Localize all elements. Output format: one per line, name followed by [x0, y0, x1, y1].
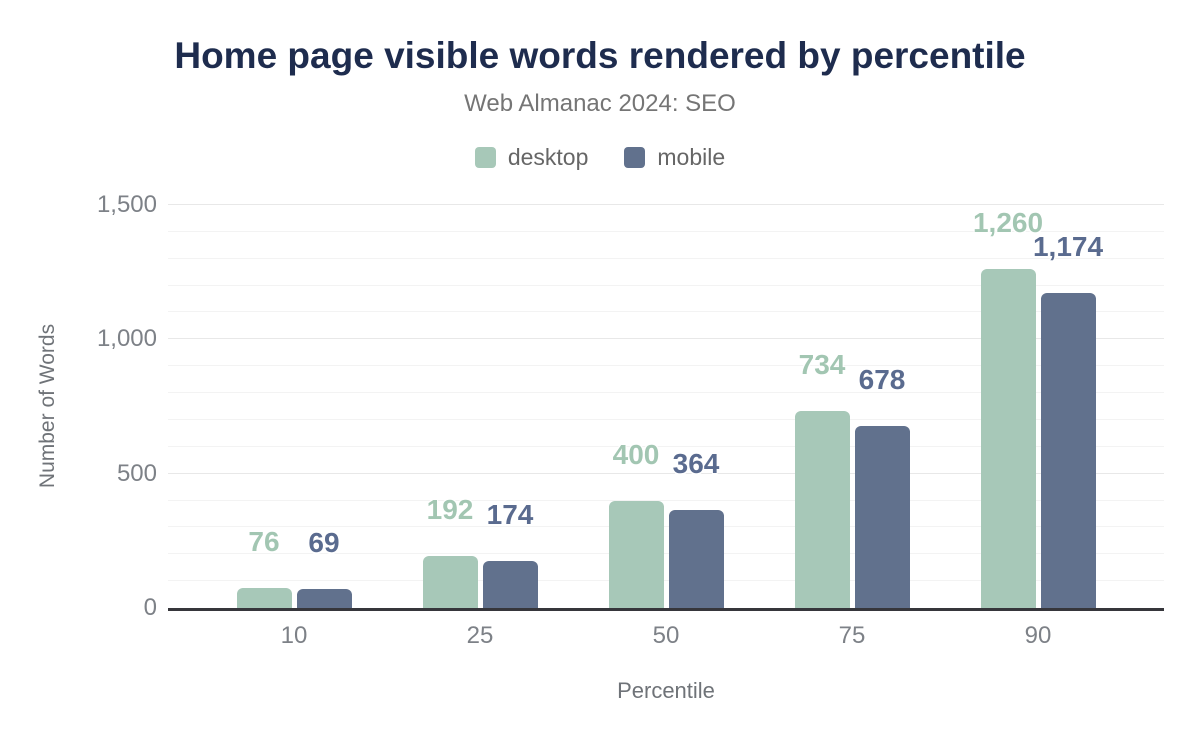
gridline-minor — [168, 311, 1164, 313]
desktop-series-swatch-icon — [474, 146, 496, 168]
x-axis-title: Percentile — [617, 678, 715, 703]
gridline-minor — [168, 445, 1164, 447]
legend: desktop mobile — [0, 144, 1200, 171]
chart-title: Home page visible words rendered by perc… — [174, 35, 1026, 76]
gridline-major — [168, 472, 1164, 474]
bar-desktop-p75[interactable] — [794, 410, 850, 608]
gridline-minor — [168, 553, 1164, 555]
bar-mobile-p90[interactable] — [1040, 292, 1096, 608]
chart-subtitle: Web Almanac 2024: SEO — [464, 90, 736, 118]
legend-item-desktop[interactable]: desktop — [474, 143, 589, 171]
x-tick-label: 75 — [838, 622, 866, 649]
bar-value-label-desktop-p25: 192 — [426, 494, 474, 526]
legend-item-mobile[interactable]: mobile — [624, 144, 725, 171]
gridline-minor — [168, 257, 1164, 259]
x-tick-label: 50 — [652, 622, 680, 649]
gridline-minor — [168, 230, 1164, 232]
legend-label-desktop: desktop — [507, 143, 589, 170]
y-axis-title: Number of Words — [36, 323, 59, 489]
gridline-minor — [168, 526, 1164, 528]
bar-value-label-mobile-p10: 69 — [308, 527, 340, 559]
mobile-series-swatch-icon — [624, 146, 646, 168]
bar-value-label-desktop-p10: 76 — [248, 525, 280, 557]
bar-mobile-p25[interactable] — [482, 561, 538, 608]
bar-desktop-p50[interactable] — [608, 500, 664, 608]
bar-value-label-mobile-p90: 1,174 — [1032, 230, 1104, 262]
y-tick-label: 500 — [116, 459, 157, 487]
gridline-minor — [168, 284, 1164, 286]
gridline-minor — [168, 580, 1164, 582]
bar-mobile-p75[interactable] — [854, 425, 910, 608]
bar-value-label-mobile-p50: 364 — [672, 448, 720, 480]
bar-mobile-p10[interactable] — [296, 589, 352, 608]
y-tick-label: 1,500 — [96, 191, 157, 218]
gridline-minor — [168, 392, 1164, 394]
x-axis-line — [168, 608, 1164, 611]
gridline-major — [168, 204, 1164, 205]
bar-desktop-p90[interactable] — [980, 269, 1036, 608]
y-tick-label: 1,000 — [96, 325, 157, 353]
bar-value-label-mobile-p25: 174 — [486, 499, 534, 531]
x-tick-label: 90 — [1024, 622, 1052, 649]
gridline-major — [168, 338, 1164, 340]
bar-desktop-p10[interactable] — [236, 587, 292, 608]
gridline-minor — [168, 499, 1164, 501]
bar-value-label-desktop-p90: 1,260 — [972, 207, 1044, 239]
plot-area: 0 500 1,000 1,500 10 76 69 25 192 174 50 400 364 75 73… — [97, 191, 1164, 649]
x-tick-label: 10 — [280, 622, 308, 649]
bar-value-label-desktop-p75: 734 — [798, 348, 846, 380]
bar-mobile-p50[interactable] — [668, 510, 724, 608]
bar-value-label-desktop-p50: 400 — [612, 438, 660, 470]
x-tick-label: 25 — [466, 622, 494, 649]
gridline-minor — [168, 418, 1164, 420]
y-tick-label: 0 — [143, 594, 157, 621]
bar-desktop-p25[interactable] — [422, 556, 478, 608]
bar-value-label-mobile-p75: 678 — [858, 363, 906, 395]
legend-label-mobile: mobile — [657, 143, 726, 170]
gridline-minor — [168, 365, 1164, 367]
